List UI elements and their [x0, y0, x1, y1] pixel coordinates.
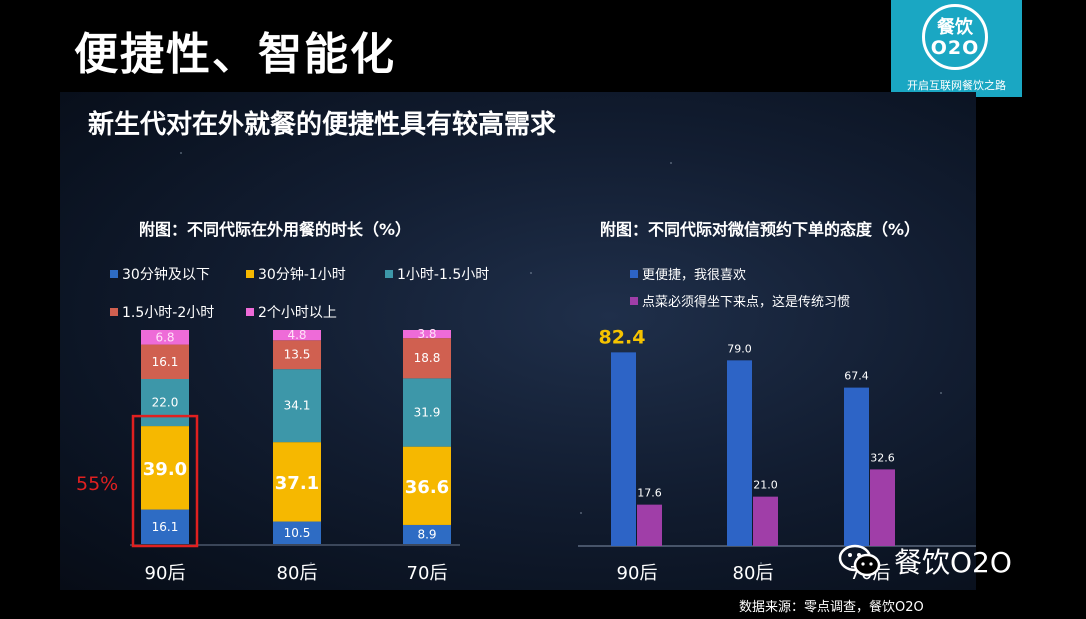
bar-value-label: 67.4: [844, 370, 869, 383]
legend-item: 1小时-1.5小时: [385, 264, 489, 284]
segment-value-label: 13.5: [284, 348, 311, 362]
x-tick-label: 90后: [145, 563, 186, 584]
legend-item: 1.5小时-2小时: [110, 302, 214, 322]
slide-panel: 新生代对在外就餐的便捷性具有较高需求 附图：不同代际在外用餐的时长（%） 附图：…: [60, 92, 976, 590]
wechat-icon: [838, 544, 881, 577]
stacked-bar-segment: [403, 524, 451, 544]
legend-item: 30分钟-1小时: [246, 264, 346, 284]
logo-slogan: 开启互联网餐饮之路: [907, 79, 1006, 92]
legend-item: 2个小时以上: [246, 302, 337, 322]
stacked-bar-segment: [403, 446, 451, 525]
segment-value-label: 39.0: [143, 459, 187, 480]
legend-label: 点菜必须得坐下来点，这是传统习惯: [642, 295, 851, 310]
legend-swatch: [110, 308, 118, 316]
legend-label: 1小时-1.5小时: [397, 267, 490, 283]
bar-value-label: 82.4: [599, 326, 646, 348]
bar: [611, 352, 636, 546]
slide-subtitle: 新生代对在外就餐的便捷性具有较高需求: [88, 110, 557, 140]
legend-item: 点菜必须得坐下来点，这是传统习惯: [630, 291, 850, 310]
stacked-bar-segment: [141, 426, 189, 510]
legend-swatch: [246, 270, 254, 278]
bar: [637, 504, 662, 546]
legend-swatch: [385, 270, 393, 278]
stacked-bar-segment: [403, 338, 451, 379]
legend-swatch: [246, 308, 254, 316]
stacked-bar-segment: [273, 330, 321, 341]
segment-value-label: 18.8: [414, 351, 441, 365]
bar-value-label: 17.6: [637, 487, 662, 500]
segment-value-label: 10.5: [284, 526, 311, 540]
x-tick-label: 90后: [617, 563, 658, 584]
bar: [870, 469, 895, 546]
bar: [753, 496, 778, 546]
x-tick-label: 80后: [277, 563, 318, 584]
segment-value-label: 34.1: [284, 399, 311, 413]
logo-line1: 餐饮: [937, 17, 973, 38]
bar: [727, 360, 752, 546]
segment-value-label: 36.6: [405, 477, 449, 498]
logo-line2: O2O: [930, 37, 980, 59]
chart2-title: 附图：不同代际对微信预约下单的态度（%）: [600, 220, 921, 239]
legend-swatch: [630, 269, 638, 278]
bar-value-label: 79.0: [727, 342, 752, 355]
charts-canvas: 16.1 39.0 22.0 16.1 6.8 90后 10.5 37.1 34.1 13.5 4.…: [76, 326, 976, 584]
logo-circle: 餐饮 O2O: [922, 4, 988, 70]
stacked-bar-segment: [273, 340, 321, 370]
bar-value-label: 32.6: [870, 451, 895, 464]
stacked-bar-segment: [273, 521, 321, 544]
stacked-bar-segment: [141, 509, 189, 544]
segment-value-label: 16.1: [152, 355, 179, 369]
legend-item: 更便捷，我很喜欢: [630, 264, 746, 283]
legend-item: 30分钟及以下: [110, 264, 210, 284]
stacked-bar-segment: [273, 442, 321, 522]
chart1-title: 附图：不同代际在外用餐的时长（%）: [139, 220, 412, 239]
watermark-text: 餐饮O2O: [894, 546, 1012, 579]
bar: [844, 387, 869, 546]
legend-label: 30分钟-1小时: [258, 267, 346, 283]
page-title: 便捷性、智能化: [74, 29, 396, 80]
legend-label: 30分钟及以下: [122, 267, 210, 283]
stacked-bar-segment: [273, 369, 321, 443]
brand-logo: 餐饮 O2O 开启互联网餐饮之路: [891, 0, 1022, 97]
stacked-bar-segment: [141, 330, 189, 345]
x-tick-label: 80后: [733, 563, 774, 584]
annotation-label: 55%: [76, 473, 118, 495]
legend-swatch: [630, 296, 638, 305]
stacked-bar-segment: [403, 330, 451, 339]
x-tick-label: 70后: [407, 563, 448, 584]
stacked-bar-segment: [403, 378, 451, 447]
stacked-bar-segment: [141, 379, 189, 427]
data-source: 数据来源：零点调查，餐饮O2O: [739, 600, 924, 615]
legend-swatch: [110, 270, 118, 278]
bar-value-label: 21.0: [753, 479, 778, 492]
wechat-watermark: 餐饮O2O: [838, 541, 1012, 581]
legend-label: 1.5小时-2小时: [122, 305, 215, 321]
segment-value-label: 31.9: [414, 405, 441, 419]
segment-value-label: 22.0: [152, 396, 179, 410]
segment-value-label: 3.8: [417, 327, 436, 341]
segment-value-label: 16.1: [152, 520, 179, 534]
legend-label: 2个小时以上: [258, 305, 337, 321]
legend-label: 更便捷，我很喜欢: [642, 268, 747, 283]
segment-value-label: 37.1: [275, 473, 319, 494]
segment-value-label: 4.8: [287, 328, 306, 342]
highlight-box: [131, 414, 199, 548]
segment-value-label: 6.8: [155, 330, 174, 344]
segment-value-label: 8.9: [417, 527, 436, 541]
stacked-bar-segment: [141, 344, 189, 380]
